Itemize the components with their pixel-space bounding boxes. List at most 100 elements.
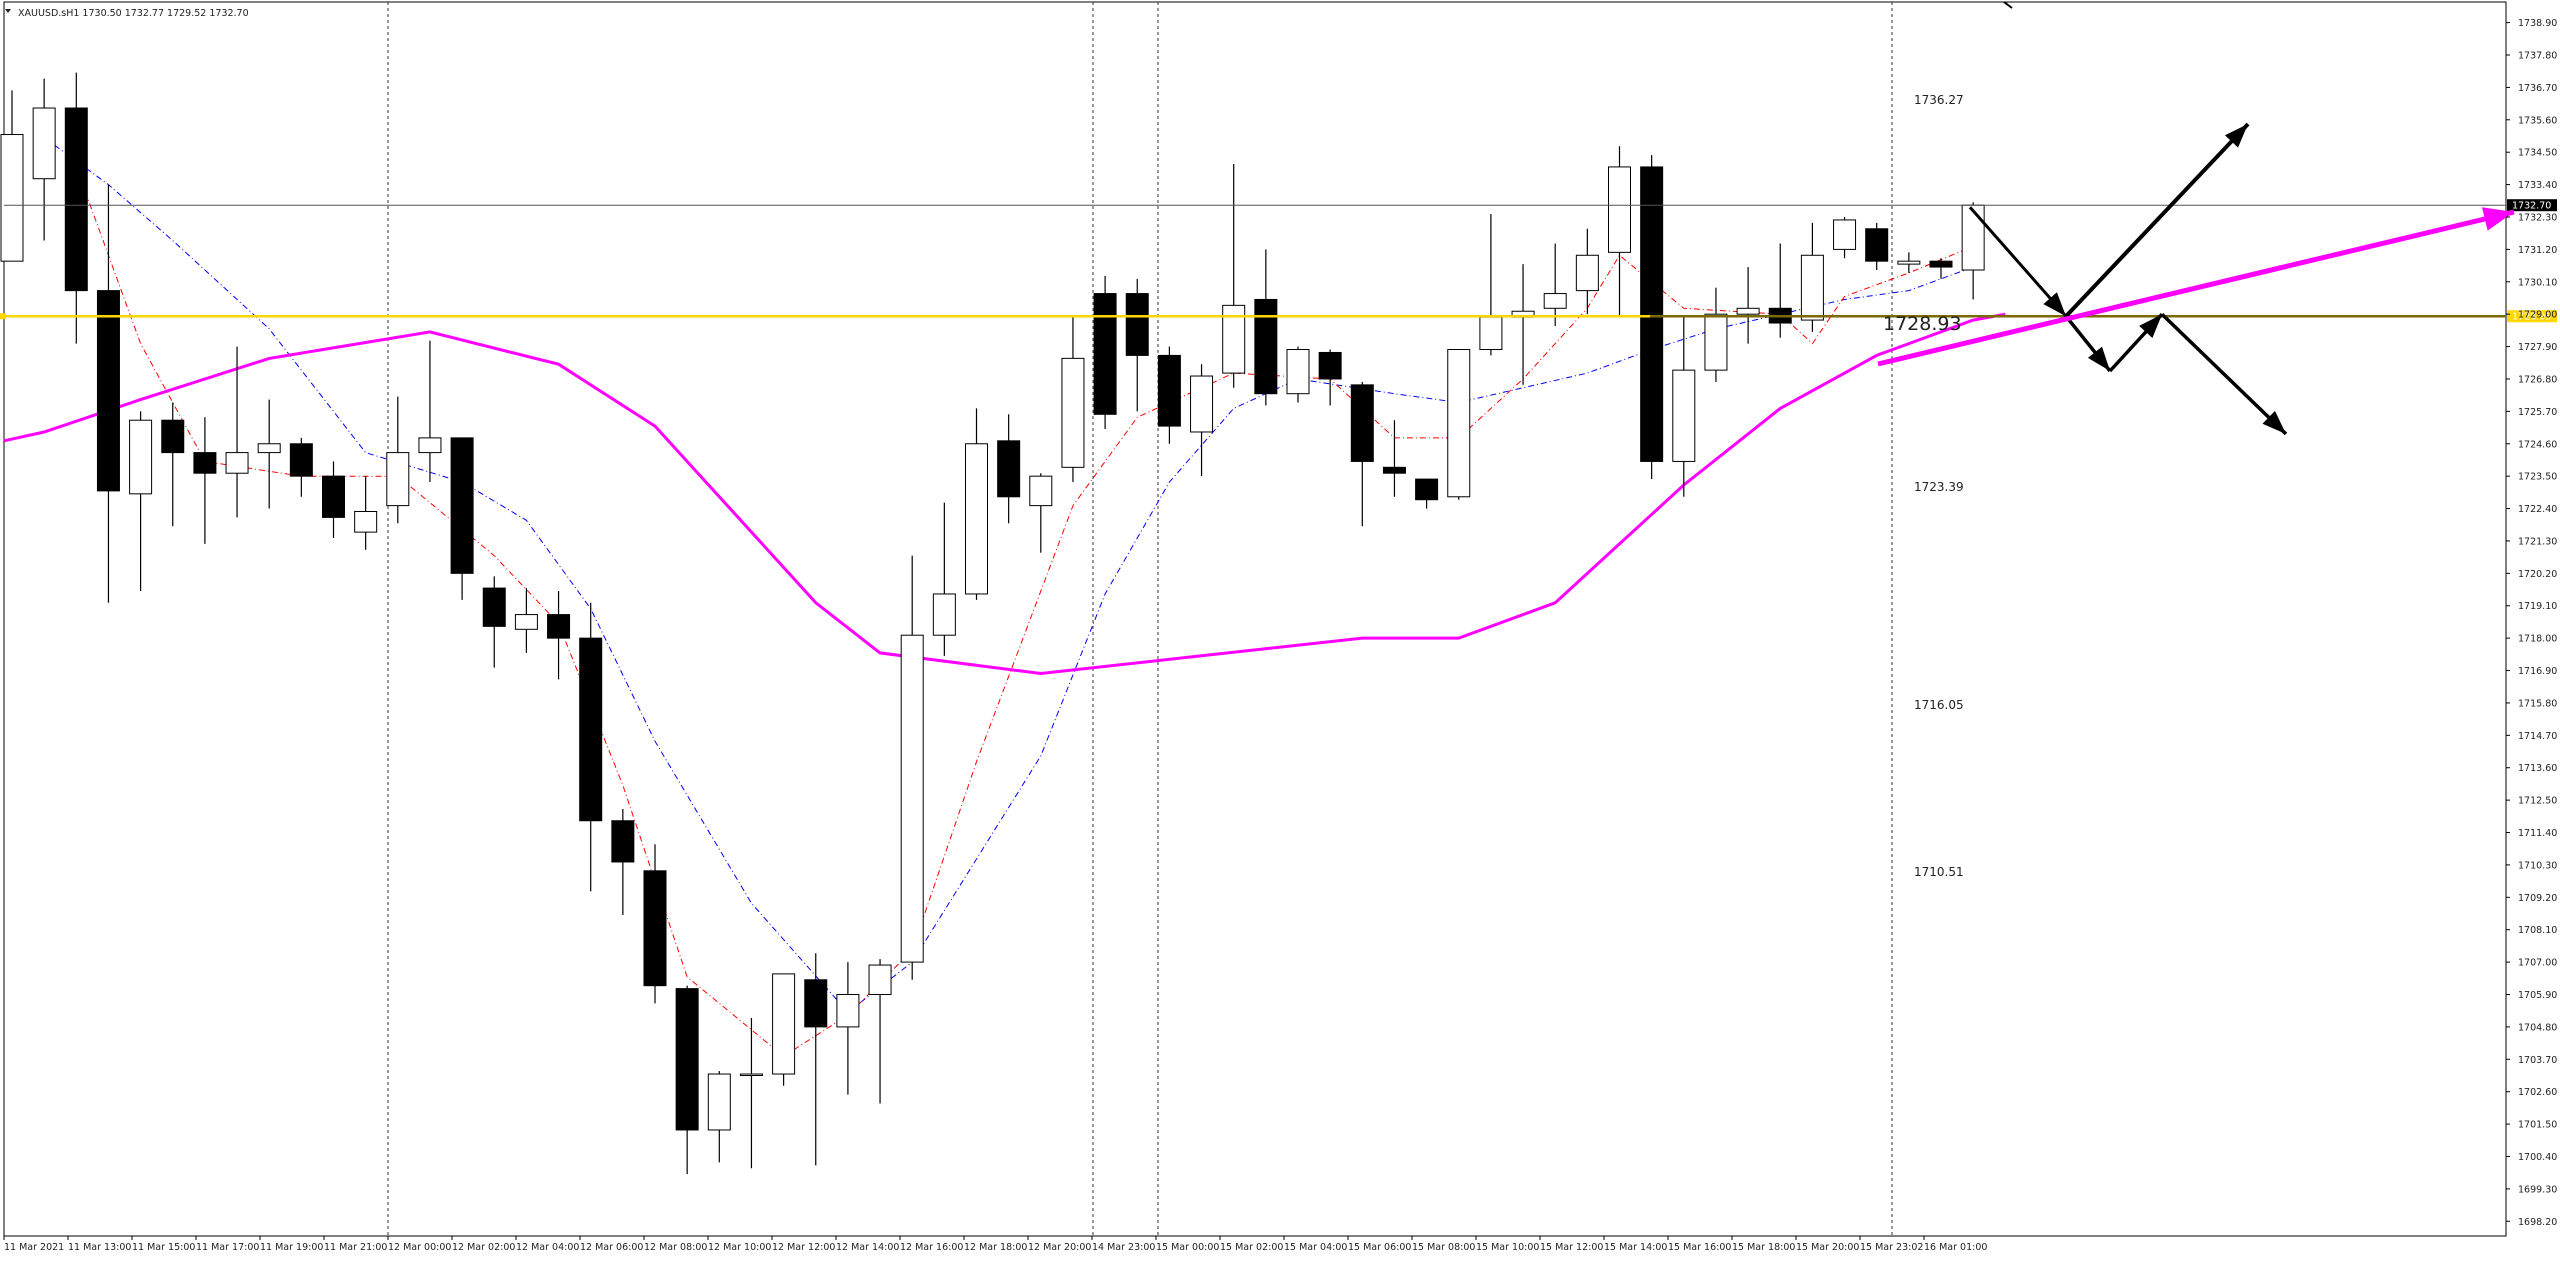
candle[interactable] bbox=[932, 502, 956, 656]
candle[interactable] bbox=[1061, 317, 1085, 483]
candle[interactable] bbox=[289, 437, 313, 497]
candle[interactable] bbox=[354, 476, 378, 550]
candle[interactable] bbox=[386, 396, 410, 524]
candle[interactable] bbox=[1318, 349, 1342, 406]
candle[interactable] bbox=[1543, 243, 1567, 326]
candle-body-bull bbox=[514, 614, 538, 630]
candle[interactable] bbox=[1029, 473, 1053, 553]
candle[interactable] bbox=[193, 417, 217, 544]
price-axis-label: 1705.90 bbox=[2518, 990, 2557, 1001]
candle-body-bear bbox=[1350, 384, 1374, 462]
projection-arrow-down-1[interactable] bbox=[1968, 206, 2068, 318]
candle[interactable] bbox=[611, 808, 635, 915]
candle[interactable] bbox=[1575, 228, 1599, 315]
price-axis-label: 1718.00 bbox=[2518, 634, 2557, 645]
candle[interactable] bbox=[1961, 202, 1985, 300]
time-axis-label: 12 Mar 18:00 bbox=[964, 1242, 1027, 1253]
candle-body-bear bbox=[1254, 298, 1278, 395]
candle[interactable] bbox=[1672, 317, 1696, 497]
candle[interactable] bbox=[322, 461, 345, 539]
candle-body-bull bbox=[1833, 219, 1857, 250]
candle-body-bull bbox=[1190, 375, 1214, 433]
candle[interactable] bbox=[1865, 222, 1889, 271]
chart-background bbox=[0, 0, 2560, 1257]
candle-body-bull bbox=[1800, 254, 1824, 321]
price-axis-label: 1699.30 bbox=[2518, 1184, 2557, 1195]
candle-body-bull bbox=[1575, 254, 1599, 292]
current-price-tag-text: 1732.70 bbox=[2512, 201, 2551, 212]
candle[interactable] bbox=[1704, 287, 1728, 382]
price-axis-label: 1708.10 bbox=[2518, 925, 2557, 936]
candle[interactable] bbox=[1897, 252, 1921, 273]
price-chart[interactable]: 1732.70 1728.93 1736.27 1723.39 1716.05 1710.… bbox=[0, 0, 2560, 1257]
candle[interactable] bbox=[32, 78, 56, 241]
candle[interactable] bbox=[514, 588, 538, 653]
price-axis-label: 1722.40 bbox=[2518, 504, 2557, 515]
projection-arrow-up-long[interactable] bbox=[2064, 122, 2250, 318]
candle[interactable] bbox=[1254, 249, 1278, 406]
price-axis-label: 1698.20 bbox=[2518, 1217, 2557, 1228]
top-marker bbox=[2003, 1, 2013, 9]
candle[interactable] bbox=[482, 576, 506, 668]
candle[interactable] bbox=[129, 411, 153, 592]
time-axis-label: 12 Mar 06:00 bbox=[580, 1242, 643, 1253]
candle[interactable] bbox=[1415, 478, 1439, 509]
candle[interactable] bbox=[1608, 146, 1631, 318]
time-axis-label: 12 Mar 14:00 bbox=[836, 1242, 899, 1253]
candle[interactable] bbox=[868, 959, 892, 1104]
candle-body-bear bbox=[482, 587, 506, 627]
candle-body-bull bbox=[707, 1073, 731, 1131]
candle[interactable] bbox=[161, 402, 185, 527]
candle[interactable] bbox=[1447, 349, 1471, 500]
candle[interactable] bbox=[804, 953, 828, 1166]
candle[interactable] bbox=[707, 1071, 731, 1163]
time-axis-label: 12 Mar 10:00 bbox=[708, 1242, 771, 1253]
candle[interactable] bbox=[1929, 258, 1953, 279]
candle[interactable] bbox=[579, 602, 603, 892]
candle[interactable] bbox=[643, 844, 667, 1004]
candle[interactable] bbox=[965, 408, 988, 600]
chart-collapse-icon[interactable] bbox=[5, 9, 11, 13]
candle[interactable] bbox=[1222, 163, 1246, 388]
candle-body-bear bbox=[1382, 466, 1406, 474]
candle[interactable] bbox=[836, 962, 860, 1095]
candle[interactable] bbox=[1833, 216, 1857, 259]
candle[interactable] bbox=[450, 437, 474, 600]
candle[interactable] bbox=[1350, 381, 1374, 527]
candle-body-bear bbox=[579, 637, 603, 822]
candle[interactable] bbox=[1190, 364, 1214, 477]
level-big-label: 1728.93 bbox=[1883, 313, 1962, 335]
support-line-handle[interactable] bbox=[0, 313, 6, 320]
candle-body-bull bbox=[418, 437, 442, 454]
candle[interactable] bbox=[96, 184, 120, 603]
candle-body-bear bbox=[64, 107, 88, 292]
candle[interactable] bbox=[1382, 420, 1406, 497]
candle[interactable] bbox=[772, 973, 796, 1086]
candle[interactable] bbox=[0, 90, 24, 262]
price-axis-label: 1720.20 bbox=[2518, 569, 2557, 580]
time-axis-label: 15 Mar 23:02 bbox=[1860, 1242, 1923, 1253]
candle[interactable] bbox=[900, 555, 924, 980]
support-price-tag-text: 1728.93 bbox=[2512, 312, 2551, 323]
candle[interactable] bbox=[1093, 275, 1117, 430]
candle[interactable] bbox=[257, 399, 281, 509]
price-axis-label: 1702.60 bbox=[2518, 1087, 2557, 1098]
projection-arrow-magenta[interactable] bbox=[1877, 209, 2515, 367]
candle[interactable] bbox=[547, 591, 571, 680]
candle[interactable] bbox=[997, 414, 1021, 524]
candle-body-bull bbox=[1479, 316, 1503, 351]
candle[interactable] bbox=[225, 346, 249, 518]
candle[interactable] bbox=[739, 1018, 763, 1169]
price-axis-label: 1701.50 bbox=[2518, 1120, 2557, 1131]
candle[interactable] bbox=[1125, 278, 1149, 412]
candle[interactable] bbox=[418, 340, 442, 483]
projection-arrow-down-3[interactable] bbox=[2160, 312, 2288, 436]
candle-body-bear bbox=[161, 419, 185, 454]
candle[interactable] bbox=[1286, 346, 1310, 403]
candle[interactable] bbox=[64, 72, 88, 344]
candle[interactable] bbox=[1157, 346, 1181, 444]
time-axis-label: 11 Mar 2021 bbox=[4, 1242, 64, 1253]
candle[interactable] bbox=[675, 985, 699, 1175]
candle[interactable] bbox=[1800, 222, 1824, 332]
candle[interactable] bbox=[1736, 267, 1760, 344]
